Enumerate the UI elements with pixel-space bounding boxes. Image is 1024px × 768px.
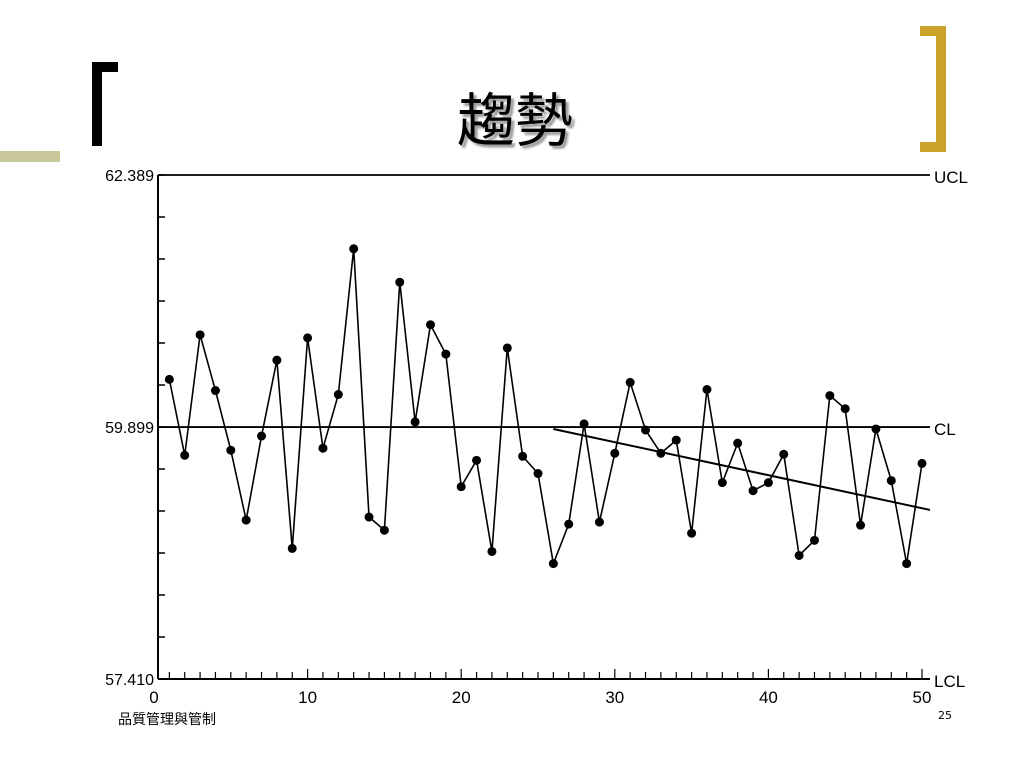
x-tick-label: 10 bbox=[298, 688, 317, 707]
ucl-label: UCL bbox=[934, 168, 968, 187]
data-point bbox=[410, 417, 420, 427]
y-tick-label: 59.899 bbox=[105, 420, 154, 437]
data-point bbox=[180, 450, 190, 460]
data-point bbox=[733, 438, 743, 448]
data-point bbox=[625, 377, 635, 387]
data-point bbox=[379, 525, 389, 535]
data-point bbox=[425, 320, 435, 330]
x-tick-label: 40 bbox=[759, 688, 778, 707]
slide-title: 趨勢 bbox=[456, 87, 573, 155]
data-point bbox=[917, 458, 927, 468]
data-point bbox=[763, 478, 773, 488]
data-point bbox=[364, 512, 374, 522]
data-point bbox=[748, 486, 758, 496]
accent-bar bbox=[0, 151, 60, 162]
data-point bbox=[656, 448, 666, 458]
data-point bbox=[641, 425, 651, 435]
data-point bbox=[487, 546, 497, 556]
data-point bbox=[671, 435, 681, 445]
sample-mean-line bbox=[168, 248, 923, 567]
data-point bbox=[840, 404, 850, 414]
cl-label: CL bbox=[934, 420, 956, 439]
data-point bbox=[226, 445, 236, 455]
x-tick-label: 0 bbox=[149, 688, 158, 707]
data-point bbox=[441, 349, 451, 359]
data-point bbox=[303, 333, 313, 343]
data-point bbox=[717, 478, 727, 488]
data-point bbox=[472, 455, 482, 465]
y-tick-label: 57.410 bbox=[105, 672, 154, 689]
data-point bbox=[533, 469, 543, 479]
data-point bbox=[318, 443, 328, 453]
trend-line bbox=[553, 427, 931, 511]
x-tick-label: 20 bbox=[452, 688, 471, 707]
x-tick-label: 30 bbox=[605, 688, 624, 707]
data-point bbox=[257, 431, 267, 441]
data-point bbox=[564, 519, 574, 529]
right-bracket-decoration bbox=[920, 26, 946, 152]
data-point bbox=[825, 391, 835, 401]
data-point bbox=[518, 451, 528, 461]
lcl-label: LCL bbox=[934, 672, 965, 691]
y-tick-label: 62.389 bbox=[105, 168, 154, 185]
data-point bbox=[856, 520, 866, 530]
data-point bbox=[456, 482, 466, 492]
data-point bbox=[241, 515, 251, 525]
x-tick-label: 50 bbox=[913, 688, 932, 707]
data-point bbox=[195, 330, 205, 340]
data-point bbox=[871, 424, 881, 434]
data-point bbox=[902, 559, 912, 569]
data-point bbox=[579, 419, 589, 429]
data-point bbox=[594, 517, 604, 527]
data-point bbox=[395, 277, 405, 287]
data-point bbox=[702, 384, 712, 394]
data-point bbox=[809, 535, 819, 545]
data-point bbox=[548, 559, 558, 569]
data-point bbox=[349, 244, 359, 254]
data-point bbox=[610, 448, 620, 458]
data-point bbox=[502, 343, 512, 353]
data-point bbox=[779, 449, 789, 459]
data-point bbox=[687, 528, 697, 538]
page-number: 25 bbox=[938, 709, 952, 722]
data-point bbox=[794, 551, 804, 561]
data-point bbox=[272, 355, 282, 365]
data-point bbox=[164, 374, 174, 384]
data-point bbox=[886, 476, 896, 486]
footer-course-name: 品質管理與管制 bbox=[118, 712, 216, 728]
data-point bbox=[210, 386, 220, 396]
left-bracket-decoration bbox=[92, 62, 118, 146]
data-point bbox=[287, 543, 297, 553]
data-point bbox=[333, 390, 343, 400]
